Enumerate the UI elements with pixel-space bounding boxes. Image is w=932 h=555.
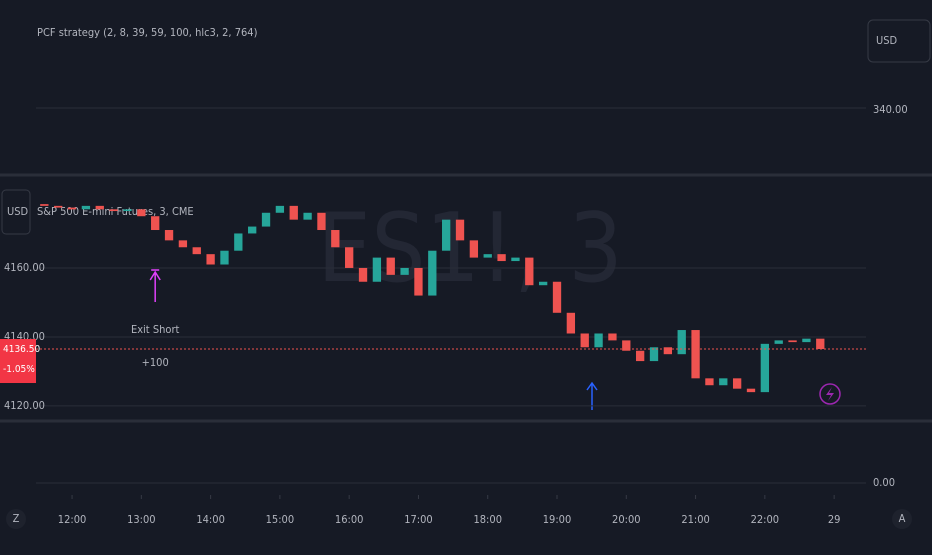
x-tick-label: 18:00 bbox=[473, 513, 502, 526]
candle-body bbox=[345, 247, 354, 268]
candle-body bbox=[95, 205, 104, 210]
y-tick-label: 0.00 bbox=[873, 476, 895, 489]
candle-body bbox=[40, 204, 49, 206]
candle-body bbox=[164, 230, 174, 241]
candle-body bbox=[705, 378, 714, 386]
annotation: +100 bbox=[142, 356, 169, 369]
candle-body bbox=[774, 340, 783, 344]
candle-body bbox=[580, 333, 589, 348]
candle-body bbox=[649, 347, 659, 362]
candle-body bbox=[760, 343, 770, 393]
candle-body bbox=[566, 312, 576, 334]
candle-body bbox=[303, 212, 312, 220]
y-tick-label: 4120.00 bbox=[4, 399, 45, 412]
x-tick-label: 15:00 bbox=[266, 513, 295, 526]
x-tick-label: 21:00 bbox=[681, 513, 710, 526]
candle-body bbox=[428, 250, 437, 296]
y-tick-label: 4160.00 bbox=[4, 261, 45, 274]
candle-body bbox=[109, 209, 118, 212]
candle-body bbox=[663, 347, 673, 355]
candle-body bbox=[608, 333, 617, 341]
candle-body bbox=[442, 219, 451, 251]
x-tick-label: 16:00 bbox=[335, 513, 364, 526]
x-tick-label: 17:00 bbox=[404, 513, 433, 526]
candle-body bbox=[802, 338, 811, 343]
currency-button[interactable] bbox=[1, 189, 31, 235]
candle-body bbox=[331, 230, 340, 248]
candle-body bbox=[261, 212, 271, 227]
candle-body bbox=[206, 254, 215, 265]
candle-body bbox=[677, 330, 686, 355]
candle-body bbox=[788, 340, 797, 343]
exit-arrow bbox=[149, 269, 161, 302]
candle-body bbox=[497, 254, 506, 262]
currency-button[interactable] bbox=[867, 19, 931, 63]
candle-body bbox=[358, 267, 368, 282]
candle-body bbox=[317, 212, 326, 231]
alert-bolt bbox=[826, 387, 834, 401]
candle-body bbox=[552, 281, 562, 313]
currency-label: USD bbox=[7, 205, 29, 218]
candle-body bbox=[525, 257, 534, 286]
x-tick-label: 29 bbox=[828, 513, 841, 526]
candle-body bbox=[538, 281, 548, 286]
candle-body bbox=[746, 388, 756, 393]
toolbar-label: A bbox=[899, 512, 906, 525]
currency-label: USD bbox=[876, 34, 898, 47]
candle-body bbox=[635, 350, 645, 362]
x-tick-label: 13:00 bbox=[127, 513, 156, 526]
candle-body bbox=[67, 207, 77, 210]
x-tick-label: 20:00 bbox=[612, 513, 641, 526]
candle-body bbox=[719, 378, 728, 386]
x-tick-label: 12:00 bbox=[58, 513, 87, 526]
x-tick-label: 14:00 bbox=[196, 513, 225, 526]
candle-body bbox=[414, 267, 423, 296]
candle-body bbox=[54, 205, 63, 208]
candle-body bbox=[386, 257, 395, 275]
candle-body bbox=[691, 330, 700, 379]
y-tick-label: 340.00 bbox=[873, 103, 908, 116]
price-tag-label: 4136.50 bbox=[3, 344, 40, 355]
x-tick-label: 22:00 bbox=[751, 513, 780, 526]
annotation: Exit Short bbox=[131, 323, 180, 336]
toolbar-button[interactable] bbox=[6, 509, 26, 529]
x-tick-label: 19:00 bbox=[543, 513, 572, 526]
alert-icon[interactable] bbox=[819, 383, 841, 405]
candle-body bbox=[455, 219, 465, 241]
candle-body bbox=[594, 333, 603, 348]
candle-body bbox=[400, 267, 409, 275]
toolbar-label: Z bbox=[13, 512, 20, 525]
candle-body bbox=[234, 233, 243, 251]
candle-body bbox=[469, 240, 479, 258]
change-label: -1.05% bbox=[3, 364, 35, 375]
candle-body bbox=[275, 205, 285, 213]
candle-body bbox=[220, 250, 229, 265]
candle-body bbox=[622, 340, 631, 351]
candle-body bbox=[178, 240, 188, 248]
candle-body bbox=[511, 257, 520, 262]
candle-body bbox=[248, 226, 257, 234]
candle-body bbox=[816, 338, 825, 350]
candle-body bbox=[732, 378, 742, 389]
toolbar-button[interactable] bbox=[892, 509, 912, 529]
candle-body bbox=[123, 209, 132, 212]
candle-body bbox=[192, 247, 201, 255]
candle-body bbox=[372, 257, 382, 282]
candle-body bbox=[289, 205, 298, 220]
candle-body bbox=[483, 254, 492, 258]
candle-body bbox=[151, 216, 160, 231]
candle-body bbox=[81, 205, 91, 210]
indicator-label: PCF strategy (2, 8, 39, 59, 100, hlc3, 2… bbox=[37, 26, 258, 39]
price-tag bbox=[0, 339, 36, 384]
candle-body bbox=[137, 209, 146, 217]
